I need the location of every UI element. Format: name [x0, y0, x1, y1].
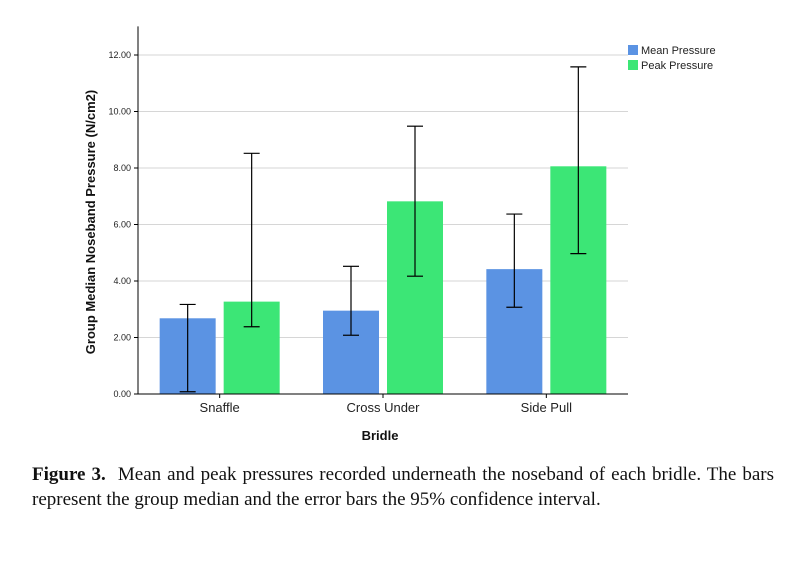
figure-caption: Figure 3. Mean and peak pressures record… [32, 462, 774, 512]
y-tick-label: 0.00 [113, 389, 131, 399]
legend-swatch [628, 60, 638, 70]
gridlines [138, 54, 628, 338]
legend-label: Peak Pressure [641, 60, 713, 72]
y-axis-title: Group Median Noseband Pressure (N/cm2) [83, 90, 98, 354]
caption-text: Mean and peak pressures recorded underne… [32, 464, 775, 510]
y-tick-labels: 0.00 2.00 4.00 6.00 8.00 10.00 12.00 [108, 50, 138, 399]
y-tick-label: 4.00 [113, 276, 131, 286]
legend-swatch [628, 45, 638, 55]
error-bars [179, 66, 587, 393]
x-axis-title: Bridle [362, 428, 399, 443]
y-tick-label: 2.00 [113, 333, 131, 343]
y-tick-label: 6.00 [113, 220, 131, 230]
caption-label: Figure 3. [32, 464, 106, 485]
legend-label: Mean Pressure [641, 45, 716, 57]
bars [159, 166, 607, 394]
x-tick-label: Snaffle [200, 400, 240, 415]
y-tick-label: 12.00 [108, 50, 131, 60]
x-tick-labels: Snaffle Cross Under Side Pull [200, 394, 572, 415]
bar-chart: 0.00 2.00 4.00 6.00 8.00 10.00 12.00 Snaffle Cr… [83, 26, 716, 443]
y-tick-label: 8.00 [113, 163, 131, 173]
x-tick-label: Cross Under [347, 400, 421, 415]
legend: Mean Pressure Peak Pressure [628, 45, 716, 72]
y-tick-label: 10.00 [108, 107, 131, 117]
x-tick-label: Side Pull [521, 400, 572, 415]
